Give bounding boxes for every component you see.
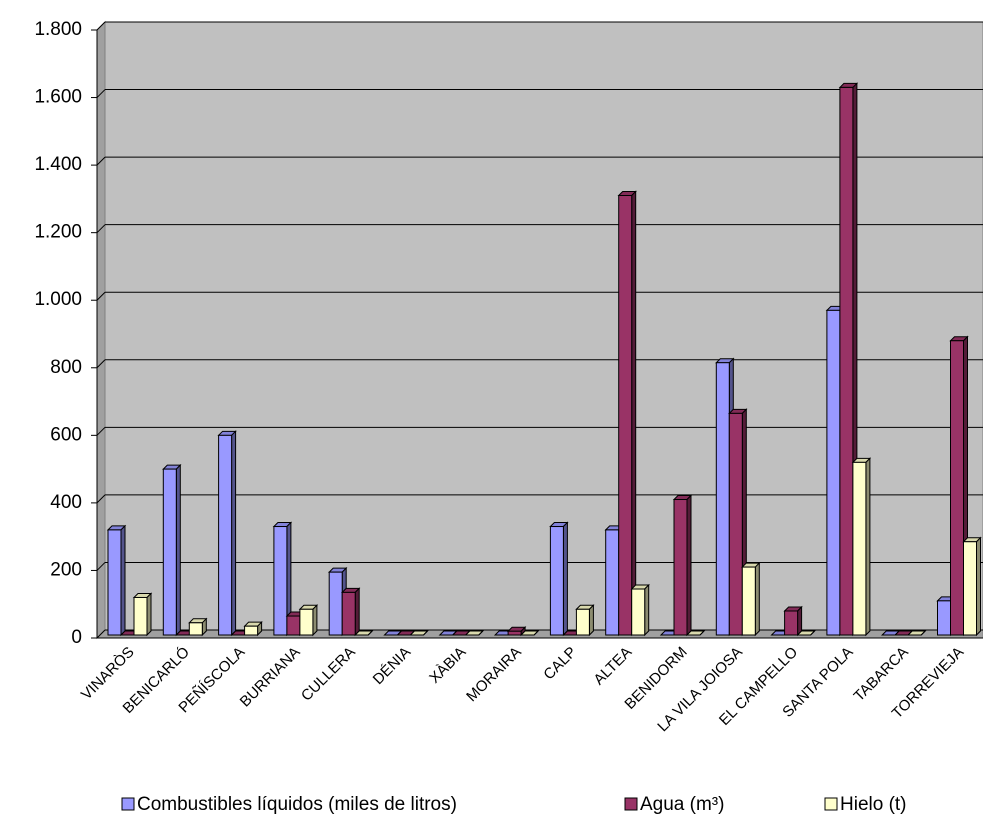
bar [673, 499, 688, 636]
bar-side [810, 630, 815, 636]
grid-line [96, 629, 106, 639]
bar-side [367, 630, 373, 636]
bar [549, 526, 564, 636]
bar [273, 526, 288, 636]
bar-side [231, 430, 237, 637]
bar-side [644, 583, 650, 637]
bar [299, 608, 314, 636]
legend-swatch [624, 797, 638, 811]
bar [937, 600, 951, 636]
bar-side [686, 494, 692, 637]
bar-side [865, 457, 871, 637]
bar [286, 615, 301, 636]
bar [107, 529, 122, 636]
bar-side [354, 587, 360, 637]
bar [618, 195, 633, 636]
bar-side [423, 630, 428, 636]
y-tick-label: 1.400 [34, 154, 82, 175]
bar [826, 309, 841, 636]
grid-line [96, 89, 106, 98]
bar [218, 434, 233, 636]
y-tick-label: 800 [50, 357, 82, 378]
y-tick-label: 200 [50, 559, 82, 580]
bar [784, 610, 799, 636]
x-tick-label: CALP [540, 644, 580, 684]
bar-side [312, 604, 318, 637]
bar [328, 571, 343, 636]
legend-swatch [121, 797, 135, 811]
bar-side [533, 630, 539, 636]
legend-swatch [824, 797, 838, 811]
x-tick-label: VINARÒS [78, 644, 138, 704]
bar [575, 608, 590, 636]
bar-side [562, 521, 568, 637]
bar [715, 362, 730, 636]
bar-side [120, 524, 126, 637]
bar-side [146, 592, 152, 637]
legend-label: Hielo (t) [840, 794, 907, 815]
bar [839, 86, 854, 636]
x-tick-label: ALTEA [590, 644, 635, 689]
bar-side [478, 630, 484, 636]
grid-line [96, 291, 106, 301]
y-tick-label: 600 [50, 424, 82, 445]
bar [852, 461, 867, 636]
side-wall [96, 20, 106, 640]
y-tick-label: 400 [50, 492, 82, 513]
legend: Combustibles líquidos (miles de litros) A… [121, 794, 907, 815]
y-tick-label: 1.800 [34, 19, 82, 40]
bar-side [588, 604, 594, 637]
bar [507, 630, 522, 636]
x-tick-label: DÉNIA [370, 644, 414, 688]
bar-side [797, 605, 803, 637]
bar [605, 529, 620, 636]
x-tick-label: CULLERA [298, 644, 359, 705]
bar-side [754, 561, 760, 637]
grid-line [96, 21, 106, 31]
legend-label: Agua (m³) [640, 794, 724, 815]
y-tick-label: 1.600 [34, 87, 82, 108]
bar [741, 566, 756, 636]
grid-line [96, 562, 106, 571]
bar-side [976, 536, 981, 637]
y-tick-label: 0 [71, 627, 82, 648]
x-tick-label: BURRIANA [237, 644, 304, 711]
grid-line [96, 494, 106, 504]
x-tick-label: MORAIRA [463, 644, 525, 706]
bar [950, 340, 964, 636]
bar [188, 622, 203, 636]
bar [631, 588, 646, 636]
bar-side [631, 190, 637, 637]
x-tick-label: XÀBIA [426, 644, 469, 687]
bar-side [699, 630, 705, 636]
bar-side [175, 463, 181, 637]
legend-label: Combustibles líquidos (miles de litros) [137, 794, 457, 815]
bar [963, 541, 977, 636]
y-tick-label: 1.200 [34, 222, 82, 243]
bar [728, 412, 743, 636]
y-tick-label: 1.000 [34, 289, 82, 310]
bar [244, 625, 259, 636]
bar [162, 468, 177, 636]
grid-line [96, 359, 106, 369]
bar-side [920, 630, 926, 636]
bar [341, 591, 356, 636]
grid-line [96, 156, 106, 166]
grid-line [96, 224, 106, 234]
bar [133, 596, 148, 636]
grid-line [96, 426, 106, 436]
